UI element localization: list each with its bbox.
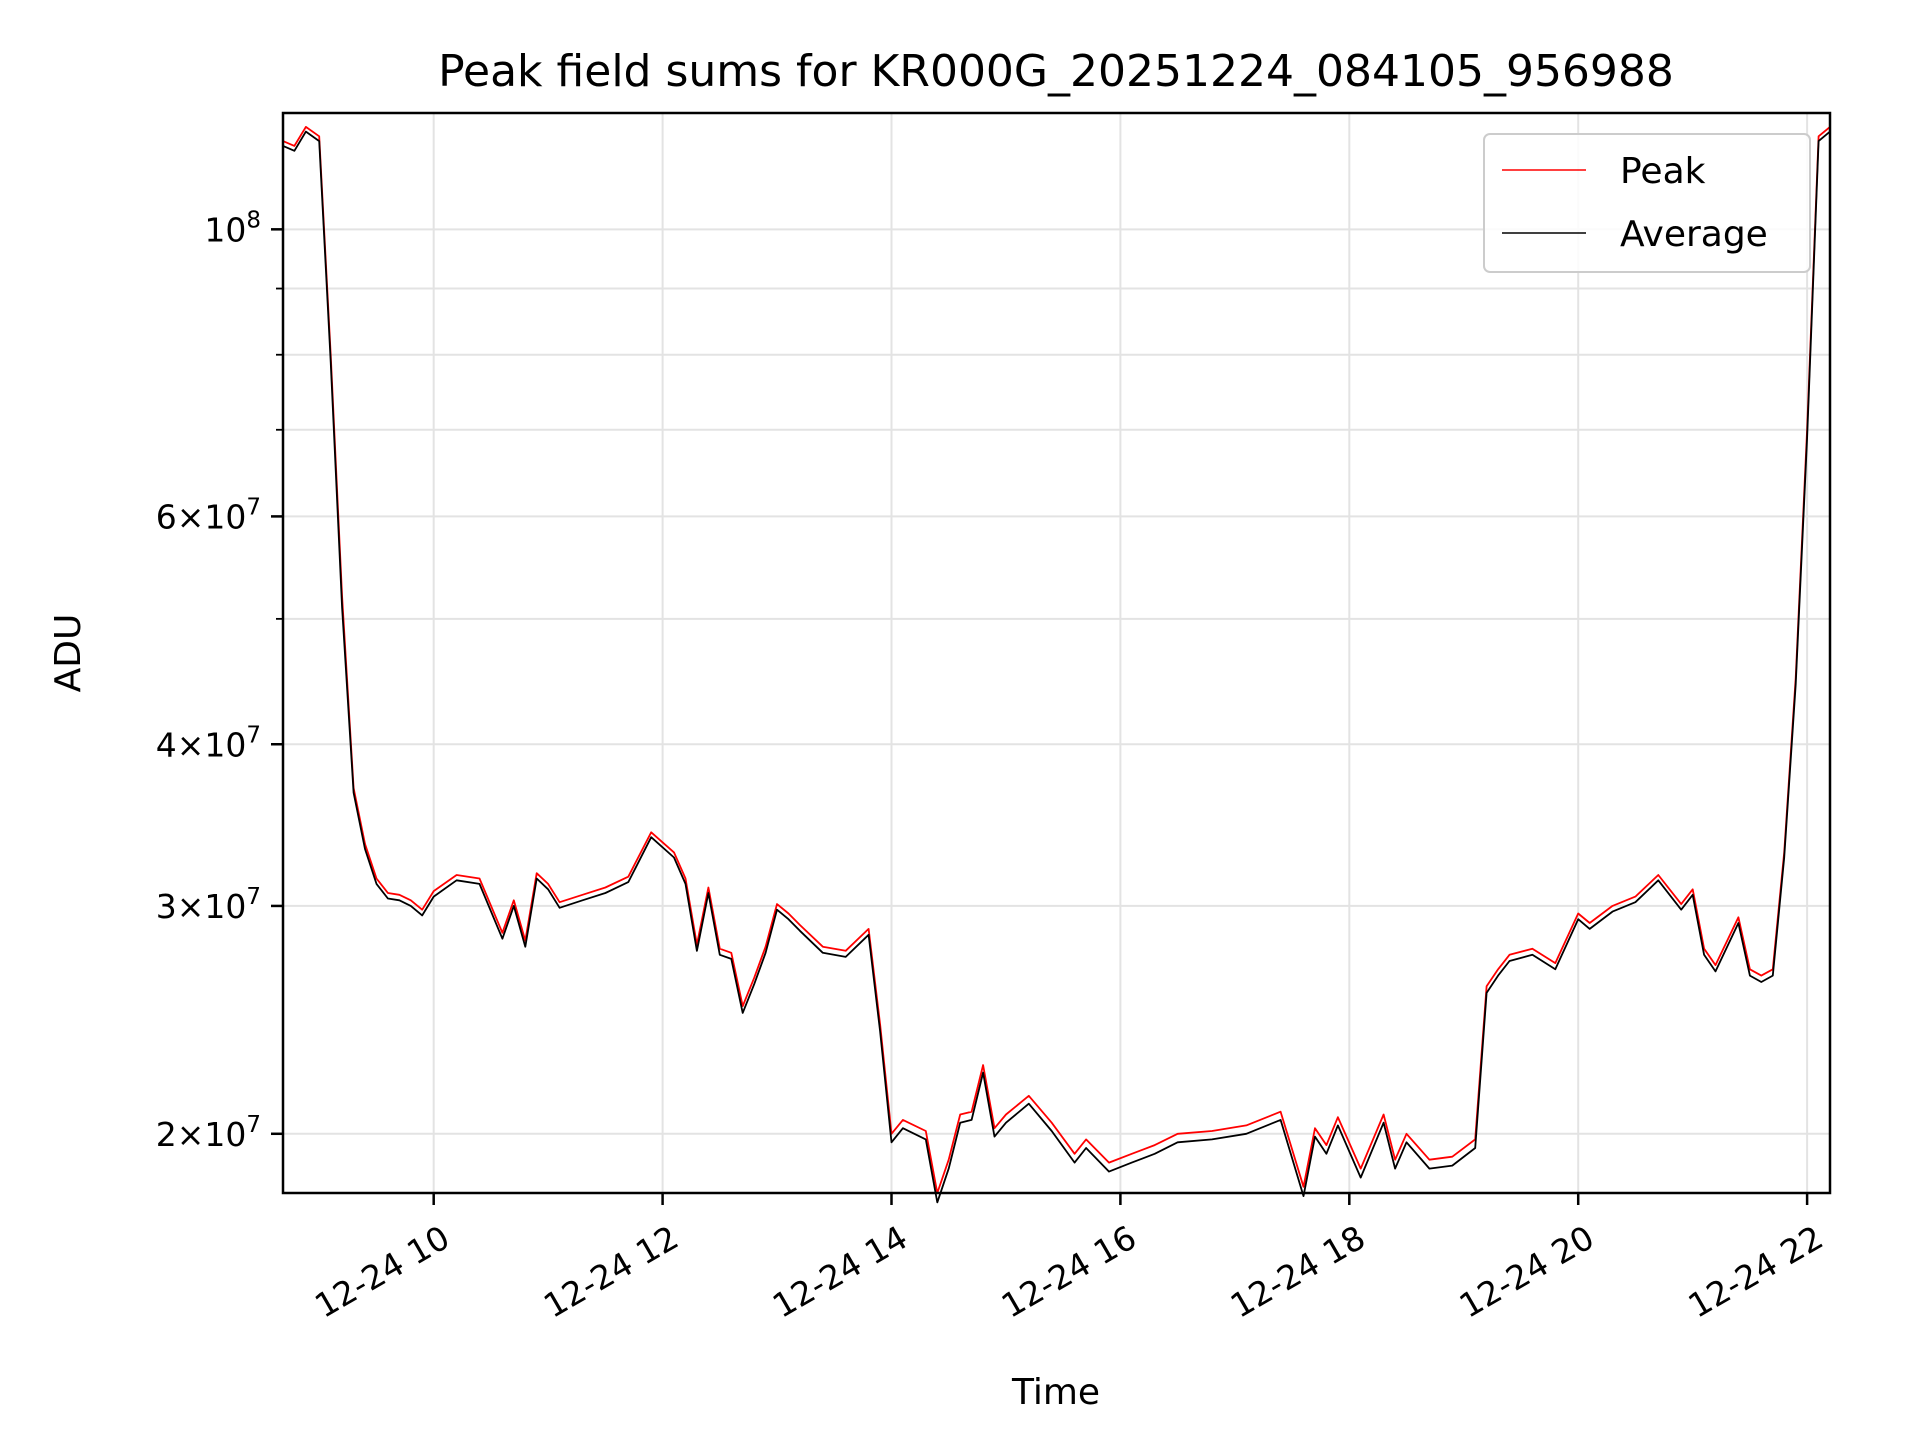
legend-label-peak: Peak [1620,151,1706,192]
legend-label-average: Average [1620,214,1768,255]
legend-box [1483,133,1811,273]
chart-title: Peak field sums for KR000G_20251224_0841… [438,46,1674,97]
y-tick-label: 2×107 [156,1112,261,1154]
y-tick-label: 6×107 [156,494,261,536]
y-tick-label: 3×107 [156,884,261,926]
series-lines [282,126,1831,1204]
y-axis-label: ADU [48,614,89,693]
y-tick-label: 108 [204,207,261,249]
legend: Peak Average [1483,133,1811,273]
series-line-peak [282,126,1831,1194]
plot-frame [281,111,1832,1195]
series-line-average [282,130,1831,1204]
x-axis-label: Time [1011,1372,1100,1413]
grid [283,113,1830,1193]
y-tick-label: 4×107 [156,722,261,764]
